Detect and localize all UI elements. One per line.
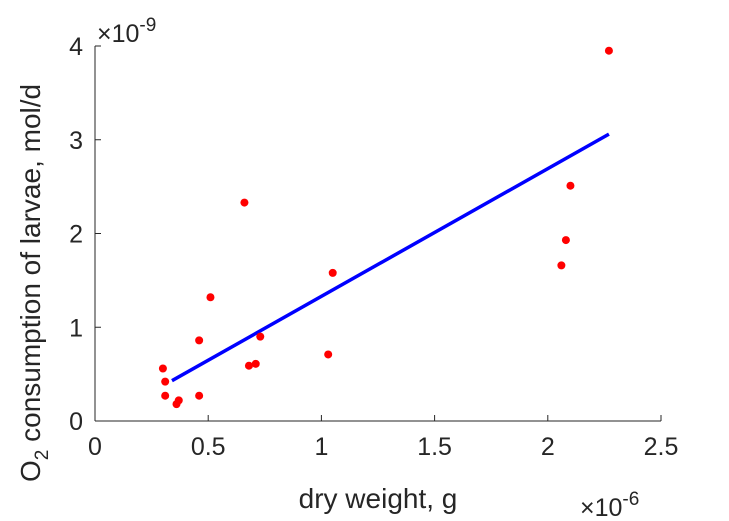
data-point <box>256 332 265 341</box>
data-point <box>566 181 575 190</box>
y-tick-label: 1 <box>69 314 83 342</box>
data-point <box>240 198 249 207</box>
y-tick-label: 0 <box>69 408 83 436</box>
x-tick-label: 1 <box>314 433 328 461</box>
y-axis-label-o: O <box>15 460 46 482</box>
x-exponent-label: ×10-6 <box>580 489 639 521</box>
x-axis-label: dry weight, g <box>299 483 458 514</box>
y-exponent-power: -9 <box>139 15 156 36</box>
fit-line <box>171 132 610 383</box>
x-tick-label: 0.5 <box>191 433 226 461</box>
data-point <box>604 46 613 55</box>
data-point <box>206 293 215 302</box>
data-point <box>561 236 570 245</box>
data-point <box>161 377 170 386</box>
x-tick-label: 1.5 <box>417 433 452 461</box>
axes <box>94 46 661 422</box>
data-point <box>328 268 337 277</box>
x-tick-label: 2.5 <box>644 433 679 461</box>
data-point <box>557 261 566 270</box>
data-points <box>158 46 613 409</box>
y-axis-label: O2 consumption of larvae, mol/d <box>15 84 53 482</box>
data-point <box>158 364 167 373</box>
data-point <box>251 359 260 368</box>
y-tick-label: 2 <box>69 221 83 249</box>
data-point <box>174 396 183 405</box>
x-tick-label: 2 <box>541 433 555 461</box>
y-axis-label-subscript: 2 <box>32 450 53 461</box>
ticks: 0 0.5 1 1.5 2 2.5 0 1 2 3 4 <box>69 33 678 461</box>
data-point <box>195 336 204 345</box>
y-axis-label-rest: consumption of larvae, mol/d <box>15 84 46 450</box>
data-point <box>195 391 204 400</box>
y-tick-label: 3 <box>69 127 83 155</box>
data-point <box>161 391 170 400</box>
y-exponent-multiplier: ×10 <box>97 20 139 48</box>
data-point <box>244 361 253 370</box>
x-exponent-power: -6 <box>622 489 639 510</box>
x-exponent-multiplier: ×10 <box>580 494 622 521</box>
x-tick-label: 0 <box>88 433 102 461</box>
data-point <box>324 350 333 359</box>
y-exponent-label: ×10-9 <box>97 15 156 48</box>
y-tick-label: 4 <box>69 33 83 61</box>
